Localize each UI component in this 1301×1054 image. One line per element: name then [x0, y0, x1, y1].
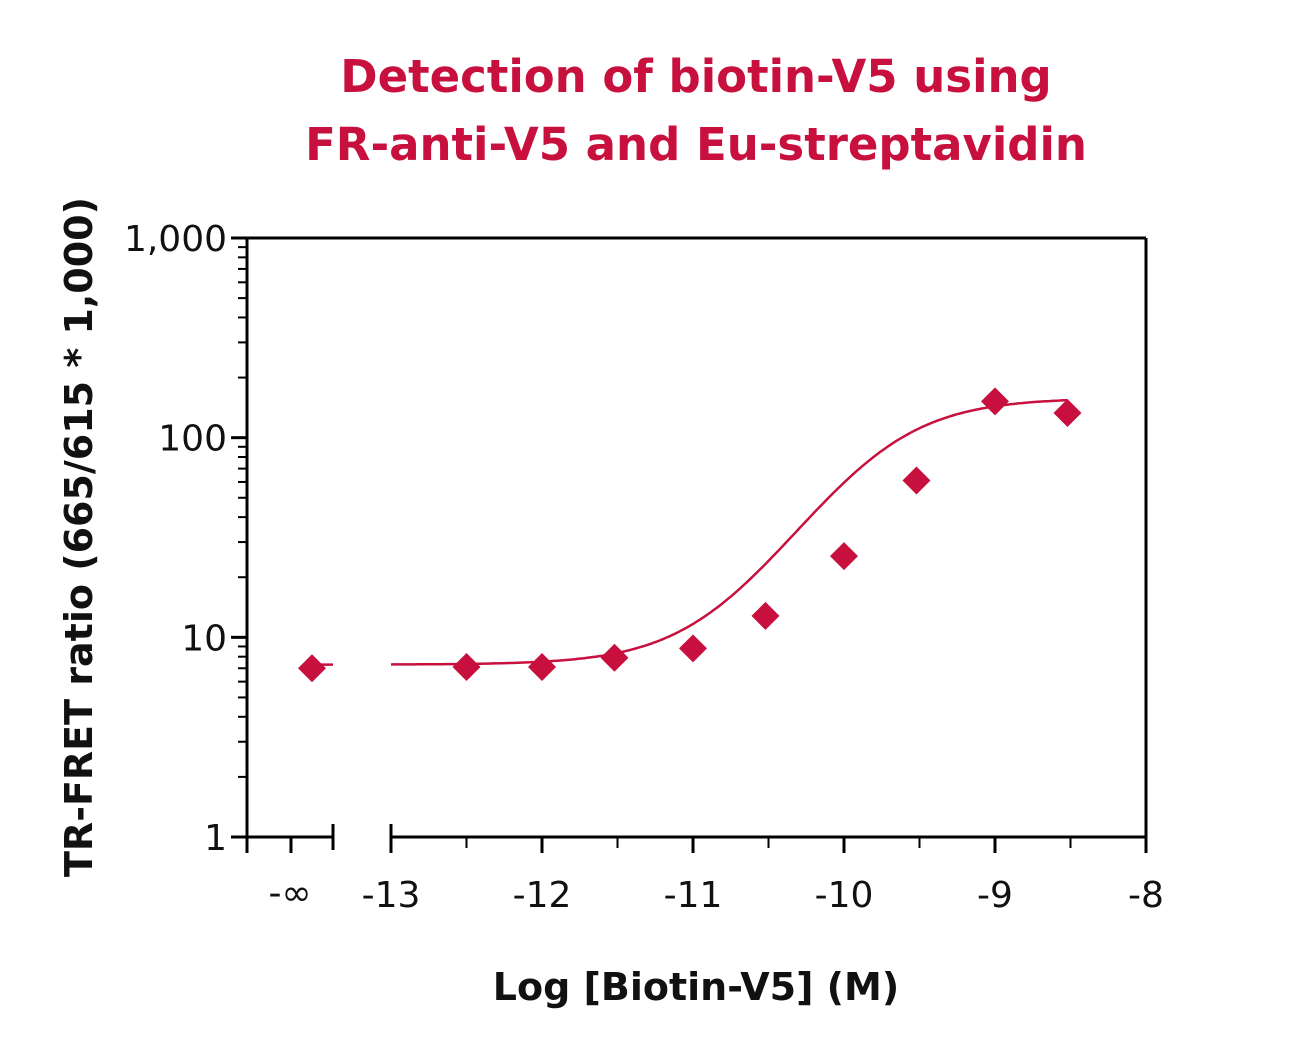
chart-title-line-1: Detection of biotin-V5 using: [340, 50, 1052, 103]
data-point: [751, 601, 780, 630]
data-point: [1053, 398, 1082, 427]
chart-title-line-2: FR-anti-V5 and Eu-streptavidin: [305, 118, 1087, 171]
x-axis-title: Log [Biotin-V5] (M): [493, 965, 899, 1009]
data-point: [528, 653, 556, 682]
data-point: [600, 643, 629, 672]
data-point: [902, 466, 931, 495]
x-tick-label: -9: [977, 875, 1013, 916]
x-tick-label: -12: [513, 875, 572, 916]
x-tick-label: -13: [362, 875, 421, 916]
y-tick-label: 100: [158, 419, 227, 460]
y-tick-label: 10: [181, 618, 227, 659]
data-point: [679, 634, 707, 663]
data-point: [452, 653, 481, 682]
y-tick-label: 1,000: [124, 219, 227, 260]
data-point: [981, 387, 1009, 416]
x-tick-label: -8: [1128, 875, 1164, 916]
x-tick-label: -11: [664, 875, 723, 916]
fit-curve: [390, 398, 1068, 666]
data-point-zero-dose: [298, 654, 326, 683]
data-point: [830, 542, 858, 571]
x-tick-label: -10: [815, 875, 874, 916]
x-break-label: -∞: [269, 873, 312, 914]
y-axis-title: TR-FRET ratio (665/615 * 1,000): [57, 197, 101, 877]
y-tick-label: 1: [204, 818, 227, 859]
